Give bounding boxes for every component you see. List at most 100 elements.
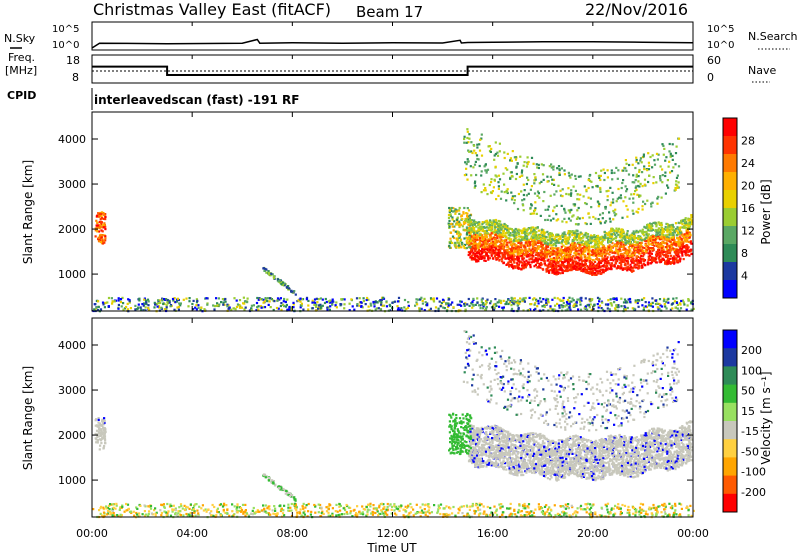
- heatmap-cell: [558, 306, 561, 309]
- heatmap-cell: [552, 178, 555, 181]
- heatmap-cell: [659, 253, 662, 256]
- heatmap-cell: [313, 298, 317, 301]
- heatmap-cell: [279, 297, 282, 300]
- heatmap-cell: [527, 178, 530, 182]
- heatmap-cell: [236, 303, 240, 306]
- heatmap-cell: [495, 230, 498, 234]
- heatmap-cell: [547, 242, 550, 245]
- heatmap-cell: [616, 250, 619, 253]
- heatmap-cell: [530, 252, 533, 255]
- heatmap-cell: [617, 228, 620, 232]
- heatmap-cell: [102, 239, 105, 242]
- heatmap-cell: [634, 263, 637, 266]
- heatmap-cell: [195, 304, 198, 307]
- heatmap-cell: [491, 230, 494, 233]
- heatmap-cell: [589, 303, 592, 306]
- heatmap-cell: [573, 303, 576, 306]
- heatmap-cell: [452, 229, 455, 232]
- heatmap-cell: [168, 299, 171, 302]
- heatmap-cell: [592, 262, 595, 266]
- heatmap-cell: [658, 302, 661, 306]
- heatmap-cell: [591, 248, 594, 252]
- date-label: 22/Nov/2016: [585, 0, 688, 19]
- heatmap-cell: [603, 257, 606, 260]
- heatmap-cell: [192, 299, 195, 302]
- heatmap-cell: [473, 238, 476, 241]
- heatmap-cell: [592, 252, 595, 255]
- heatmap-cell: [523, 244, 526, 247]
- heatmap-cell: [95, 299, 98, 302]
- heatmap-cell: [103, 213, 106, 216]
- heatmap-cell: [255, 301, 259, 305]
- heatmap-cell: [140, 308, 143, 311]
- heatmap-cell: [580, 244, 583, 247]
- heatmap-cell: [648, 236, 651, 239]
- heatmap-cell: [421, 302, 424, 305]
- heatmap-cell: [97, 212, 100, 215]
- heatmap-cell: [676, 231, 679, 234]
- heatmap-cell: [101, 301, 105, 304]
- heatmap-cell: [583, 245, 586, 248]
- heatmap-cell: [664, 250, 667, 253]
- heatmap-cell: [535, 299, 538, 303]
- heatmap-cell: [626, 233, 629, 236]
- heatmap-cell: [560, 304, 563, 307]
- heatmap-cell: [511, 242, 514, 245]
- heatmap-cell: [656, 202, 659, 205]
- heatmap-cell: [174, 301, 177, 304]
- heatmap-cell: [520, 190, 523, 193]
- heatmap-cell: [396, 305, 399, 308]
- heatmap-cell: [595, 266, 598, 269]
- heatmap-cell: [469, 227, 472, 230]
- heatmap-cell: [611, 264, 614, 267]
- heatmap-cell: [596, 185, 599, 188]
- heatmap-cell: [497, 194, 500, 197]
- heatmap-cell: [488, 243, 491, 246]
- heatmap-cell: [510, 198, 514, 201]
- heatmap-cell: [585, 259, 588, 263]
- heatmap-cell: [538, 196, 541, 199]
- heatmap-cell: [524, 228, 527, 231]
- heatmap-cell: [671, 236, 674, 239]
- heatmap-cell: [464, 243, 467, 246]
- heatmap-cell: [674, 306, 677, 309]
- heatmap-cell: [586, 233, 590, 236]
- heatmap-cell: [644, 305, 647, 308]
- heatmap-cell: [634, 301, 637, 304]
- heatmap-cell: [606, 261, 609, 264]
- heatmap-cell: [504, 226, 507, 229]
- heatmap-cell: [647, 180, 650, 184]
- freq-label-line1: Freq.: [8, 51, 35, 64]
- heatmap-cell: [98, 234, 102, 237]
- heatmap-cell: [597, 270, 600, 273]
- heatmap-cell: [548, 233, 551, 236]
- heatmap-cell: [447, 213, 451, 217]
- heatmap-cell: [499, 197, 503, 200]
- heatmap-cell: [95, 306, 98, 309]
- heatmap-cell: [513, 251, 517, 254]
- heatmap-cell: [490, 181, 493, 184]
- heatmap-cell: [476, 234, 479, 237]
- heatmap-cell: [672, 237, 675, 240]
- heatmap-cell: [510, 296, 513, 299]
- heatmap-cell: [571, 240, 574, 243]
- heatmap-cell: [465, 226, 468, 229]
- heatmap-cell: [648, 164, 651, 167]
- heatmap-cell: [480, 298, 483, 301]
- heatmap-cell: [502, 306, 505, 309]
- heatmap-cell: [286, 298, 289, 301]
- heatmap-cell: [643, 234, 646, 237]
- heatmap-cell: [573, 264, 576, 267]
- heatmap-cell: [524, 248, 527, 251]
- heatmap-cell: [641, 304, 644, 307]
- heatmap-cell: [376, 307, 379, 310]
- heatmap-cell: [503, 242, 506, 245]
- heatmap-cell: [494, 233, 497, 236]
- heatmap-cell: [127, 298, 130, 301]
- heatmap-cell: [640, 250, 643, 253]
- heatmap-cell: [615, 298, 618, 301]
- heatmap-cell: [421, 299, 424, 302]
- heatmap-cell: [329, 305, 332, 308]
- heatmap-cell: [656, 251, 659, 254]
- heatmap-cell: [272, 308, 275, 312]
